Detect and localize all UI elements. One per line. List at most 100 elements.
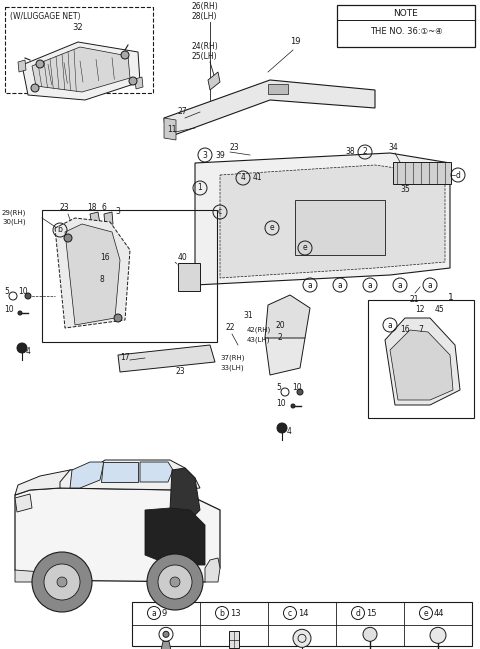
Text: 20: 20 (275, 321, 285, 330)
Polygon shape (70, 462, 104, 488)
Bar (42, 210, 217, 342)
Text: 31: 31 (243, 310, 252, 319)
Polygon shape (385, 318, 460, 405)
Text: 4: 4 (26, 347, 31, 356)
Text: 28(LH): 28(LH) (192, 12, 217, 21)
Text: 12: 12 (415, 306, 424, 315)
Circle shape (25, 293, 31, 299)
Bar (393, 162, 451, 184)
Text: (W/LUGGAGE NET): (W/LUGGAGE NET) (10, 12, 81, 21)
Text: NOTE: NOTE (394, 8, 419, 18)
Text: a: a (397, 280, 402, 289)
Polygon shape (140, 462, 173, 482)
Text: 34: 34 (388, 143, 398, 153)
Text: 13: 13 (230, 609, 240, 617)
Bar (5, 7, 153, 93)
Text: 23: 23 (60, 202, 70, 212)
Polygon shape (22, 42, 140, 100)
Text: 4: 4 (240, 173, 245, 182)
Circle shape (57, 577, 67, 587)
Text: 45: 45 (435, 306, 445, 315)
Text: 43(LH): 43(LH) (247, 337, 271, 343)
Text: 7: 7 (418, 326, 423, 334)
Text: 37(RH): 37(RH) (220, 355, 244, 361)
Polygon shape (65, 224, 120, 325)
Text: 16: 16 (100, 254, 109, 262)
Text: 4: 4 (287, 428, 292, 437)
Circle shape (31, 84, 39, 92)
Text: 1: 1 (448, 293, 454, 302)
Text: 18: 18 (87, 202, 96, 212)
Text: 42(RH): 42(RH) (247, 326, 271, 333)
Polygon shape (55, 218, 130, 328)
Polygon shape (265, 295, 310, 338)
Circle shape (36, 60, 44, 68)
Text: 26(RH): 26(RH) (192, 1, 219, 10)
Text: 10: 10 (276, 398, 286, 408)
Text: 30(LH): 30(LH) (2, 219, 25, 225)
Text: 25(LH): 25(LH) (192, 51, 217, 60)
Text: e: e (424, 609, 428, 617)
Circle shape (32, 552, 92, 612)
Text: d: d (356, 609, 360, 617)
Text: e: e (303, 243, 307, 252)
Text: 17: 17 (120, 354, 130, 363)
Polygon shape (90, 212, 100, 226)
Circle shape (129, 77, 137, 85)
Polygon shape (170, 468, 200, 520)
Polygon shape (60, 460, 200, 490)
Polygon shape (164, 80, 375, 138)
Text: 29(RH): 29(RH) (2, 210, 26, 216)
Circle shape (291, 404, 295, 408)
Polygon shape (220, 165, 445, 278)
Polygon shape (195, 153, 450, 285)
Circle shape (17, 343, 27, 353)
Text: c: c (288, 609, 292, 617)
Text: 9: 9 (162, 609, 167, 617)
Text: 6: 6 (102, 202, 107, 212)
Text: 5: 5 (276, 384, 281, 393)
Text: 10: 10 (4, 306, 13, 315)
Polygon shape (135, 77, 143, 89)
Text: 32: 32 (72, 23, 84, 32)
Text: 15: 15 (366, 609, 376, 617)
Text: THE NO. 36:①~④: THE NO. 36:①~④ (370, 27, 442, 36)
Circle shape (293, 630, 311, 647)
Text: a: a (368, 280, 372, 289)
Text: b: b (58, 225, 62, 234)
Text: c: c (218, 208, 222, 217)
Text: 10: 10 (18, 288, 28, 297)
Text: 40: 40 (178, 254, 188, 262)
Circle shape (277, 423, 287, 433)
Text: 10: 10 (292, 384, 301, 393)
Text: 27: 27 (178, 108, 188, 117)
Circle shape (170, 577, 180, 587)
Polygon shape (32, 47, 130, 92)
Text: 21: 21 (410, 295, 420, 304)
Circle shape (430, 628, 446, 643)
Text: 23: 23 (230, 143, 240, 153)
Text: 3: 3 (115, 208, 120, 217)
Polygon shape (145, 508, 205, 565)
Text: 3: 3 (203, 151, 207, 160)
Polygon shape (104, 212, 113, 226)
Text: 11: 11 (167, 125, 177, 134)
Text: 2: 2 (278, 334, 283, 343)
Polygon shape (390, 330, 453, 400)
Polygon shape (101, 462, 138, 482)
Polygon shape (15, 470, 90, 495)
Circle shape (147, 554, 203, 610)
Text: 19: 19 (290, 38, 300, 47)
Polygon shape (15, 570, 42, 582)
Circle shape (18, 311, 22, 315)
Bar (132, 602, 472, 646)
Bar (268, 84, 288, 94)
Text: 44: 44 (434, 609, 444, 617)
Circle shape (163, 631, 169, 637)
Bar (295, 200, 385, 255)
Text: 1: 1 (198, 184, 203, 193)
Polygon shape (15, 494, 32, 512)
Polygon shape (164, 118, 176, 140)
Text: b: b (219, 609, 225, 617)
Circle shape (44, 564, 80, 600)
